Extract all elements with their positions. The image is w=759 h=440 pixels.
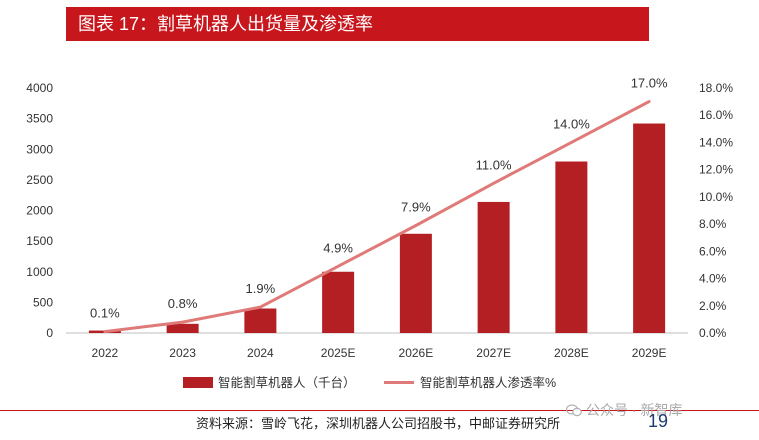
x-tick-label: 2025E xyxy=(321,346,356,360)
watermark: 公众号 · 新智库 xyxy=(566,400,682,420)
y-left-tick-label: 3500 xyxy=(26,112,53,126)
y-left-tick-label: 500 xyxy=(33,295,53,309)
y-right-tick-label: 6.0% xyxy=(699,244,727,258)
penetration-line xyxy=(103,100,651,334)
bar-2025E xyxy=(322,271,355,333)
footer-divider xyxy=(0,410,759,411)
line-data-label: 7.9% xyxy=(401,199,431,214)
x-tick-label: 2026E xyxy=(399,346,434,360)
chart-title: 图表 17：割草机器人出货量及渗透率 xyxy=(66,7,649,41)
y-right-tick-label: 14.0% xyxy=(699,135,733,149)
y-right-tick-label: 12.0% xyxy=(699,163,733,177)
y-left-tick-label: 2500 xyxy=(26,173,53,187)
line-data-label: 17.0% xyxy=(631,76,668,91)
line-data-label: 14.0% xyxy=(553,116,590,131)
y-left-tick-label: 2000 xyxy=(26,204,53,218)
bar-2029E xyxy=(633,123,666,334)
watermark-text: 公众号 · 新智库 xyxy=(586,402,683,418)
bar-2028E xyxy=(555,161,588,333)
y-left-tick-label: 3000 xyxy=(26,142,53,156)
y-right-tick-label: 10.0% xyxy=(699,190,733,204)
bar-2023 xyxy=(166,323,199,333)
line-data-label: 1.9% xyxy=(246,281,276,296)
legend-bar-swatch xyxy=(183,377,213,388)
bar-2026E xyxy=(399,233,432,333)
page-number: 19 xyxy=(648,411,669,431)
y-right-tick-label: 2.0% xyxy=(699,299,727,313)
line-data-label: 11.0% xyxy=(476,157,512,172)
y-left-tick-label: 4000 xyxy=(26,81,53,95)
y-left-tick-label: 1000 xyxy=(26,265,53,279)
bar-2024 xyxy=(244,308,277,333)
y-right-tick-label: 0.0% xyxy=(699,326,727,340)
line-data-label: 0.8% xyxy=(168,296,198,311)
y-right-tick-label: 18.0% xyxy=(699,81,733,95)
y-right-tick-label: 4.0% xyxy=(699,272,727,286)
source-note: 资料来源：雪岭飞花，深圳机器人公司招股书，中邮证券研究所 xyxy=(196,416,561,431)
x-tick-label: 2028E xyxy=(554,346,589,360)
x-tick-label: 2029E xyxy=(632,346,667,360)
x-tick-label: 2027E xyxy=(476,346,511,360)
x-tick-label: 2023 xyxy=(169,346,196,360)
y-right-tick-label: 8.0% xyxy=(699,217,727,231)
y-left-tick-label: 1500 xyxy=(26,234,53,248)
bar-2027E xyxy=(477,201,510,333)
wechat-icon xyxy=(566,403,582,416)
legend-bar-label: 智能割草机器人（千台） xyxy=(218,375,356,390)
y-left-tick-label: 0 xyxy=(46,326,53,340)
x-tick-label: 2022 xyxy=(92,346,119,360)
line-data-label: 4.9% xyxy=(323,240,353,255)
x-tick-label: 2024 xyxy=(247,346,274,360)
line-data-label: 0.1% xyxy=(90,306,120,321)
legend-line-label: 智能割草机器人渗透率% xyxy=(420,375,556,390)
y-right-tick-label: 16.0% xyxy=(699,108,733,122)
